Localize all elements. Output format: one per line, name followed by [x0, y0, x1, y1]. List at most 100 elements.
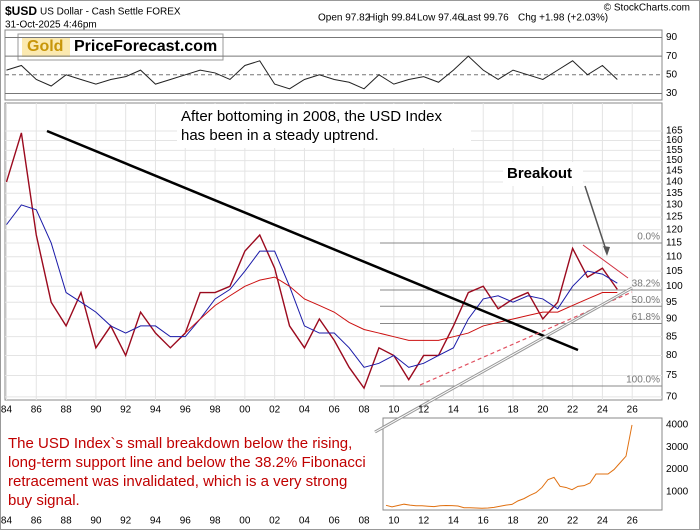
series-line: [385, 424, 633, 509]
y-tick-label: 90: [666, 314, 678, 325]
series-line: [6, 55, 618, 90]
x-tick-label: 84: [1, 516, 13, 527]
arrow-head: [603, 246, 610, 256]
x-tick-label: 22: [567, 405, 579, 416]
quote: Chg +1.98 (+2.03%): [518, 13, 608, 24]
series-line: [5, 132, 618, 390]
x-tick-label: 94: [150, 405, 162, 416]
x-tick-label: 20: [537, 405, 549, 416]
y-tick-label: 125: [666, 212, 683, 223]
x-tick-label: 18: [507, 516, 519, 527]
date: 31-Oct-2025 4:46pm: [5, 20, 97, 31]
y-tick-label: 120: [666, 224, 683, 235]
y-tick-label: 130: [666, 200, 683, 211]
fib-label: 0.0%: [637, 232, 660, 243]
y-tick-label: 3000: [666, 442, 689, 453]
logo-site: PriceForecast.com: [74, 38, 217, 55]
x-tick-label: 02: [269, 516, 281, 527]
x-tick-label: 84: [1, 405, 13, 416]
conclusion: The USD Index`s small breakdown below th…: [8, 434, 374, 510]
x-tick-label: 12: [418, 516, 430, 527]
x-tick-label: 98: [209, 405, 221, 416]
x-tick-label: 88: [61, 516, 73, 527]
fib-label: 100.0%: [626, 375, 660, 386]
logo-gold: Gold: [27, 38, 63, 55]
symbol: $USD: [5, 4, 37, 18]
y-tick-label: 140: [666, 177, 683, 188]
x-tick-label: 20: [537, 516, 549, 527]
x-tick-label: 92: [120, 405, 132, 416]
quote: High 99.84: [368, 13, 417, 24]
trend-lines: [46, 129, 633, 434]
x-tick-label: 86: [31, 405, 43, 416]
x-tick-label: 86: [31, 516, 43, 527]
x-tick-label: 06: [329, 405, 341, 416]
logo-badge: [22, 37, 70, 57]
y-tick-label: 115: [666, 238, 682, 249]
x-tick-label: 14: [448, 405, 460, 416]
quote: Low 97.46: [417, 13, 464, 24]
y-tick-label: 30: [666, 88, 678, 99]
y-tick-label: 80: [666, 350, 678, 361]
x-tick-label: 88: [61, 405, 73, 416]
x-tick-label: 10: [388, 516, 400, 527]
y-tick-label: 135: [666, 188, 683, 199]
x-tick-label: 96: [180, 405, 192, 416]
x-tick-label: 90: [90, 405, 102, 416]
x-tick-label: 06: [329, 516, 341, 527]
x-tick-label: 92: [120, 516, 132, 527]
fib-label: 61.8%: [632, 312, 660, 323]
triangle-line: [582, 244, 629, 279]
x-tick-label: 16: [478, 516, 490, 527]
x-tick-label: 10: [388, 405, 400, 416]
x-tick-label: 26: [627, 516, 639, 527]
inset-frame: [382, 417, 663, 511]
x-tick-label: 96: [180, 516, 192, 527]
series-line: [6, 204, 618, 368]
y-tick-label: 110: [666, 251, 682, 262]
x-tick-label: 00: [239, 405, 251, 416]
y-tick-label: 50: [666, 69, 678, 80]
y-tick-label: 105: [666, 266, 683, 277]
credit: © StockCharts.com: [604, 3, 690, 14]
x-tick-label: 12: [418, 405, 430, 416]
x-tick-label: 22: [567, 516, 579, 527]
annotation: After bottoming in 2008, the USD Index h…: [177, 104, 471, 148]
x-tick-label: 02: [269, 405, 281, 416]
x-tick-label: 04: [299, 405, 311, 416]
y-tick-label: 1000: [666, 487, 689, 498]
x-tick-label: 24: [597, 516, 609, 527]
x-tick-label: 94: [150, 516, 162, 527]
x-tick-label: 08: [358, 405, 370, 416]
fib-label: 38.2%: [632, 279, 660, 290]
y-tick-label: 2000: [666, 464, 689, 475]
fib-label: 50.0%: [632, 295, 660, 306]
series-line: [184, 276, 618, 341]
callout-box: [503, 162, 583, 186]
y-tick-label: 90: [666, 32, 678, 43]
y-tick-label: 70: [666, 51, 678, 62]
x-tick-label: 90: [90, 516, 102, 527]
y-tick-label: 145: [666, 166, 683, 177]
y-tick-label: 165: [666, 126, 683, 137]
x-tick-label: 24: [597, 405, 609, 416]
y-tick-label: 4000: [666, 420, 689, 431]
y-tick-label: 70: [666, 392, 678, 403]
rsi-frame: [4, 29, 663, 101]
x-tick-label: 00: [239, 516, 251, 527]
x-tick-label: 18: [507, 405, 519, 416]
x-tick-label: 08: [358, 516, 370, 527]
y-tick-label: 85: [666, 331, 678, 342]
quote: Open 97.82: [318, 13, 371, 24]
y-tick-label: 160: [666, 135, 683, 146]
y-tick-label: 155: [666, 145, 683, 156]
x-tick-label: 26: [627, 405, 639, 416]
y-tick-label: 75: [666, 370, 678, 381]
quote: Last 99.76: [462, 13, 509, 24]
price-frame: [4, 102, 663, 401]
x-tick-label: 16: [478, 405, 490, 416]
x-tick-label: 14: [448, 516, 460, 527]
y-tick-label: 150: [666, 155, 683, 166]
downtrend-line: [46, 129, 579, 352]
